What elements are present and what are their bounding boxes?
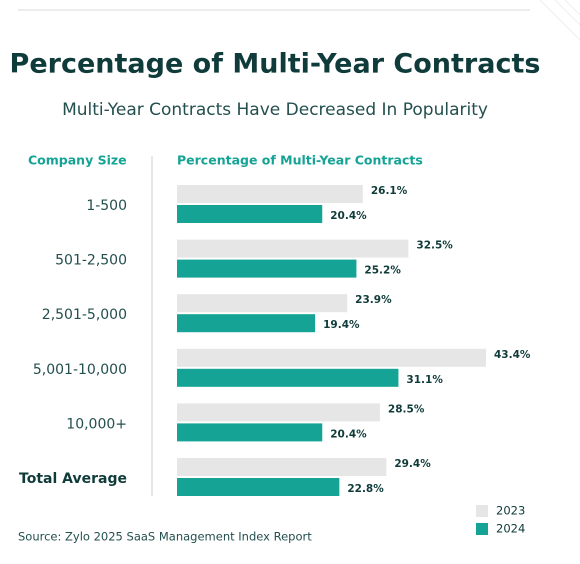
value-label: 22.8% [347,483,384,495]
category-label: 1-500 [86,198,127,214]
bar [177,458,387,476]
legend-swatch [476,505,488,517]
chart-title: Percentage of Multi-Year Contracts [10,49,541,80]
bar [177,185,363,203]
value-label: 31.1% [406,374,443,386]
bar [177,348,487,367]
category-label: 10,000+ [66,416,127,432]
value-label: 43.4% [494,349,531,361]
value-label: 28.5% [388,403,425,415]
legend-label: 2024 [496,522,525,536]
bar [177,423,323,442]
bar [177,403,380,422]
category-header: Company Size [28,153,127,168]
bar [177,239,409,258]
category-label: 2,501-5,000 [42,307,127,323]
decoration [539,0,580,41]
value-label: 19.4% [323,319,360,331]
value-label: 23.9% [355,294,392,306]
bar [177,314,316,333]
bar [177,205,323,223]
bar [177,478,340,496]
source: Source: Zylo 2025 SaaS Management Index … [18,530,312,544]
value-label: 32.5% [416,240,453,252]
value-label: 26.1% [371,185,408,197]
legend-swatch [476,523,488,535]
value-label: 20.4% [330,428,367,440]
legend-label: 2023 [496,504,525,518]
value-label: 20.4% [330,210,367,222]
bar [177,368,399,387]
bar [177,259,357,278]
bar [177,294,348,313]
value-label: 25.2% [364,265,401,277]
value-label: 29.4% [394,458,431,470]
category-label: 5,001-10,000 [33,362,127,378]
chart-subtitle: Multi-Year Contracts Have Decreased In P… [62,100,488,120]
category-label: Total Average [19,471,127,487]
value-header: Percentage of Multi-Year Contracts [177,153,423,168]
category-label: 501-2,500 [55,253,127,269]
